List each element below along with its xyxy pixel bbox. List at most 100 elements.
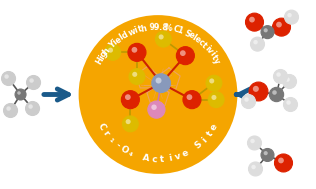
Circle shape: [250, 139, 255, 143]
Text: O: O: [118, 144, 129, 156]
Text: .: .: [158, 22, 162, 32]
Circle shape: [27, 75, 40, 90]
Text: H: H: [94, 56, 105, 66]
Circle shape: [251, 37, 264, 51]
Circle shape: [28, 104, 33, 109]
Circle shape: [206, 75, 222, 91]
Text: i: i: [203, 44, 211, 52]
Text: 9: 9: [149, 22, 155, 32]
Text: g: g: [99, 49, 109, 59]
Circle shape: [15, 89, 26, 100]
Circle shape: [285, 77, 290, 82]
Circle shape: [261, 149, 274, 161]
Text: i: i: [111, 38, 119, 47]
Circle shape: [108, 48, 113, 53]
Text: C: C: [96, 122, 107, 132]
Text: c: c: [196, 37, 205, 47]
Circle shape: [275, 154, 293, 172]
Text: S: S: [183, 28, 192, 39]
Circle shape: [211, 95, 216, 100]
Circle shape: [151, 105, 157, 110]
Text: v: v: [173, 151, 182, 162]
Circle shape: [269, 87, 284, 102]
Circle shape: [105, 44, 121, 60]
Text: t: t: [199, 40, 208, 50]
Circle shape: [3, 104, 18, 118]
Text: r: r: [101, 129, 111, 138]
Circle shape: [6, 106, 11, 111]
Text: i: i: [208, 50, 216, 58]
Circle shape: [17, 91, 21, 95]
Circle shape: [283, 74, 296, 88]
Circle shape: [176, 47, 194, 65]
Text: e: e: [180, 148, 190, 159]
Circle shape: [148, 101, 165, 118]
Text: Y: Y: [107, 40, 117, 50]
Text: i: i: [200, 136, 209, 144]
Text: e: e: [186, 30, 196, 41]
Circle shape: [253, 40, 258, 44]
Circle shape: [276, 22, 282, 27]
Circle shape: [284, 10, 299, 24]
Circle shape: [251, 165, 256, 169]
Text: v: v: [204, 46, 215, 56]
Circle shape: [26, 101, 40, 115]
Text: -: -: [113, 141, 121, 150]
Circle shape: [249, 17, 255, 22]
Text: e: e: [193, 35, 203, 45]
Circle shape: [283, 98, 297, 112]
Circle shape: [183, 91, 201, 109]
Circle shape: [29, 78, 34, 83]
Circle shape: [132, 72, 137, 77]
Circle shape: [249, 82, 268, 101]
Circle shape: [155, 77, 161, 84]
Circle shape: [278, 158, 284, 163]
Circle shape: [152, 74, 171, 92]
Circle shape: [155, 31, 171, 47]
Text: i: i: [97, 54, 106, 61]
Text: l: l: [191, 33, 198, 42]
Circle shape: [125, 94, 131, 100]
Circle shape: [128, 43, 146, 61]
Circle shape: [125, 119, 131, 124]
Circle shape: [121, 91, 139, 109]
Text: h: h: [101, 46, 112, 56]
Circle shape: [248, 162, 263, 176]
Circle shape: [247, 136, 262, 150]
Text: %: %: [163, 23, 173, 33]
Circle shape: [4, 74, 9, 79]
Text: S: S: [193, 140, 204, 151]
Circle shape: [131, 47, 137, 53]
Text: ₄: ₄: [127, 149, 134, 159]
Circle shape: [129, 69, 145, 84]
Circle shape: [186, 94, 192, 100]
Text: h: h: [140, 23, 148, 33]
Text: i: i: [133, 26, 139, 35]
Text: t: t: [205, 129, 215, 138]
Text: i: i: [167, 154, 172, 163]
Text: y: y: [211, 56, 222, 65]
Text: t: t: [210, 53, 219, 61]
Circle shape: [274, 70, 288, 84]
Circle shape: [276, 72, 281, 77]
Text: 9: 9: [153, 22, 159, 32]
Text: e: e: [113, 35, 123, 45]
Circle shape: [272, 90, 277, 95]
Text: 1: 1: [176, 26, 184, 36]
Text: e: e: [209, 122, 220, 132]
Circle shape: [208, 92, 224, 108]
Text: l: l: [118, 33, 125, 42]
Circle shape: [264, 151, 268, 155]
Circle shape: [286, 100, 291, 105]
Circle shape: [264, 28, 268, 32]
Circle shape: [159, 34, 164, 40]
Circle shape: [244, 97, 249, 102]
Text: ₁: ₁: [107, 135, 116, 144]
Text: c: c: [151, 155, 157, 164]
Text: d: d: [120, 30, 130, 41]
Circle shape: [122, 116, 138, 132]
Text: A: A: [142, 153, 150, 163]
Text: C: C: [172, 24, 180, 35]
Circle shape: [253, 86, 259, 92]
Text: 8: 8: [161, 22, 167, 32]
